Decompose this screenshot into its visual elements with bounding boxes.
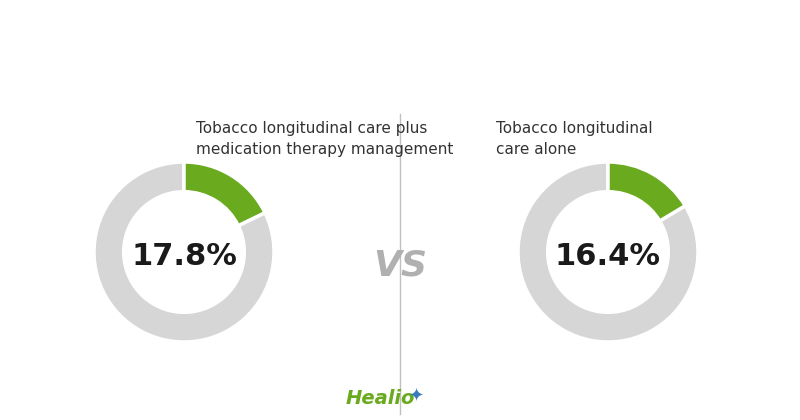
Wedge shape bbox=[184, 162, 265, 226]
Wedge shape bbox=[608, 162, 685, 221]
Text: Tobacco longitudinal
care alone: Tobacco longitudinal care alone bbox=[496, 121, 653, 157]
Text: among early treatment nonresponders:: among early treatment nonresponders: bbox=[167, 75, 633, 94]
Text: 17.8%: 17.8% bbox=[131, 242, 237, 271]
Text: 16.4%: 16.4% bbox=[555, 242, 661, 271]
Text: ✦: ✦ bbox=[408, 388, 423, 406]
Text: Healio: Healio bbox=[346, 389, 415, 408]
Text: Tobacco longitudinal care plus
medication therapy management: Tobacco longitudinal care plus medicatio… bbox=[196, 121, 454, 157]
Text: 6-month prolonged smoking abstinence rates: 6-month prolonged smoking abstinence rat… bbox=[131, 32, 669, 52]
Wedge shape bbox=[518, 162, 698, 342]
Text: VS: VS bbox=[373, 249, 427, 283]
Wedge shape bbox=[94, 162, 274, 342]
